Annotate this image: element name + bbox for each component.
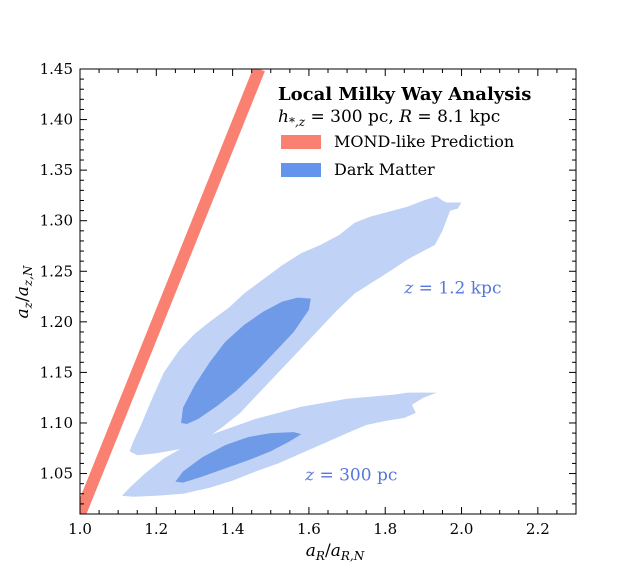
y-tick-label: 1.40 xyxy=(40,111,73,129)
y-tick-label: 1.30 xyxy=(40,212,73,230)
y-tick-label: 1.20 xyxy=(40,313,73,331)
y-tick-label: 1.10 xyxy=(40,414,73,432)
x-tick-label: 2.2 xyxy=(526,520,550,538)
legend-label-mond: MOND-like Prediction xyxy=(334,132,514,151)
x-tick-label: 1.4 xyxy=(221,520,245,538)
y-tick-label: 1.45 xyxy=(40,60,73,78)
y-tick-label: 1.25 xyxy=(40,262,73,280)
x-axis-label: aR/aR,N xyxy=(306,541,365,563)
contour-layer xyxy=(122,196,462,497)
annotation-z-300-pc: z = 300 pc xyxy=(304,466,397,486)
x-tick-label: 2.0 xyxy=(450,520,474,538)
chart-title: Local Milky Way Analysis xyxy=(278,84,531,105)
ticks-layer: 1.0 1.2 1.4 1.6 1.8 2.0 2.2 1.05 1.10 1.15 1.20 1.2… xyxy=(40,60,577,538)
annotation-z-1-2-kpc: z = 1.2 kpc xyxy=(403,279,501,299)
x-tick-label: 1.8 xyxy=(373,520,397,538)
chart-subtitle: h*,z = 300 pc, R = 8.1 kpc xyxy=(278,107,500,129)
y-tick-label: 1.35 xyxy=(40,161,73,179)
mond-prediction-band xyxy=(80,69,265,514)
y-axis-label: az/az,N xyxy=(13,265,35,318)
x-tick-label: 1.0 xyxy=(68,520,92,538)
legend: Local Milky Way Analysis h*,z = 300 pc, … xyxy=(278,84,531,179)
legend-swatch-dark-matter xyxy=(281,163,321,177)
contour-inner-z-1-2-kpc xyxy=(181,297,311,424)
legend-swatch-mond xyxy=(281,135,321,149)
y-tick-label: 1.15 xyxy=(40,363,73,381)
mond-layer xyxy=(80,69,265,514)
legend-label-dark-matter: Dark Matter xyxy=(334,160,435,179)
x-tick-label: 1.2 xyxy=(144,520,168,538)
x-tick-label: 1.6 xyxy=(297,520,321,538)
y-tick-label: 1.05 xyxy=(40,465,73,483)
contour-inner-z-300-pc xyxy=(175,432,302,483)
